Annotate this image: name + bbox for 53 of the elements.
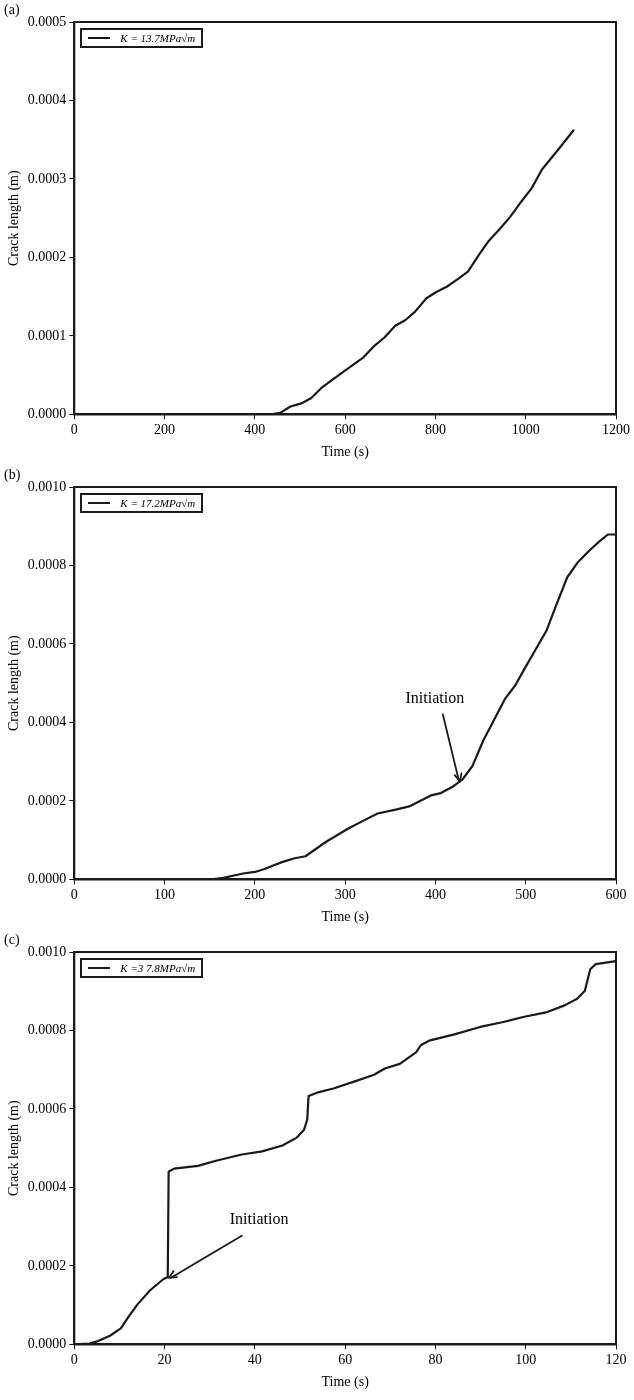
x-tick-label: 80: [428, 1352, 443, 1368]
y-tick-label: 0.0006: [27, 1100, 67, 1116]
y-tick-label: 0.0002: [27, 1257, 67, 1273]
x-tick-label: 400: [424, 887, 446, 903]
y-tick-label: 0.0004: [27, 1179, 67, 1195]
y-tick-label: 0.0005: [27, 13, 67, 29]
x-tick-label: 100: [515, 1352, 537, 1368]
x-axis-title: Time (s): [321, 1374, 370, 1391]
y-tick-label: 0.0008: [27, 557, 67, 573]
x-tick-label: 60: [338, 1352, 353, 1368]
y-tick-label: 0.0000: [27, 1336, 67, 1352]
y-axis-title: Crack length (m): [6, 1100, 23, 1197]
y-tick-label: 0.0006: [27, 635, 67, 651]
y-tick-label: 0.0010: [27, 943, 67, 959]
x-tick-label: 300: [334, 887, 356, 903]
x-tick-label: 0: [70, 1352, 78, 1368]
y-tick-label: 0.0002: [27, 792, 67, 808]
chart-title: (c): [4, 932, 20, 948]
x-tick-label: 600: [605, 887, 627, 903]
x-tick-label: 1000: [511, 422, 540, 438]
y-tick-label: 0.0004: [27, 92, 67, 108]
y-tick-label: 0.0001: [27, 327, 67, 343]
y-tick-label: 0.0003: [27, 170, 67, 186]
x-tick-label: 1200: [602, 422, 630, 438]
x-tick-label: 100: [154, 887, 176, 903]
y-tick-label: 0.0008: [27, 1022, 67, 1038]
y-axis-title: Crack length (m): [6, 170, 23, 267]
x-axis-title: Time (s): [321, 909, 370, 926]
legend-label: K =3 7.8MPa√m: [120, 962, 196, 974]
legend-label: K = 13.7MPa√m: [120, 32, 196, 44]
y-tick-label: 0.0000: [27, 406, 67, 422]
y-tick-label: 0.0004: [27, 714, 67, 730]
x-tick-label: 40: [247, 1352, 262, 1368]
y-tick-label: 0.0000: [27, 871, 67, 887]
x-axis-title: Time (s): [321, 444, 370, 461]
x-tick-label: 400: [244, 422, 266, 438]
annotation: Initiation: [405, 688, 465, 706]
x-tick-label: 0: [70, 422, 78, 438]
x-tick-label: 500: [515, 887, 537, 903]
x-tick-label: 800: [424, 422, 446, 438]
x-tick-label: 20: [157, 1352, 172, 1368]
x-tick-label: 0: [70, 887, 78, 903]
chart-title: (a): [4, 2, 20, 18]
y-axis-title: Crack length (m): [6, 635, 23, 732]
x-tick-label: 200: [244, 887, 266, 903]
legend-label: K = 17.2MPa√m: [120, 497, 196, 509]
annotation: Initiation: [229, 1209, 289, 1227]
chart-title: (b): [4, 467, 21, 483]
x-tick-label: 600: [334, 422, 356, 438]
y-tick-label: 0.0010: [27, 478, 67, 494]
x-tick-label: 120: [605, 1352, 627, 1368]
y-tick-label: 0.0002: [27, 249, 67, 265]
x-tick-label: 200: [154, 422, 176, 438]
